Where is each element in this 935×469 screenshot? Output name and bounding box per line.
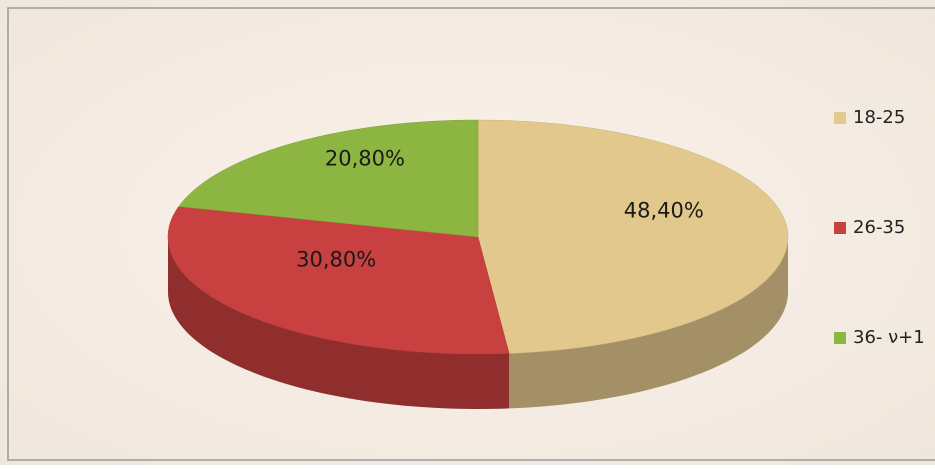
- chart: 48,40% 30,80% 20,80% 18-25 26-35 36- ν+1: [0, 0, 935, 465]
- data-label: 30,80%: [296, 247, 376, 271]
- plot-area: 48,40% 30,80% 20,80%: [168, 120, 788, 409]
- legend-label: 18-25: [853, 107, 905, 128]
- data-label: 20,80%: [325, 146, 405, 170]
- legend-label: 36- ν+1: [853, 327, 925, 348]
- legend-label: 26-35: [853, 217, 905, 238]
- legend-swatch: [834, 112, 846, 124]
- data-label: 48,40%: [624, 198, 704, 222]
- legend-swatch: [834, 222, 846, 234]
- legend-swatch: [834, 332, 846, 344]
